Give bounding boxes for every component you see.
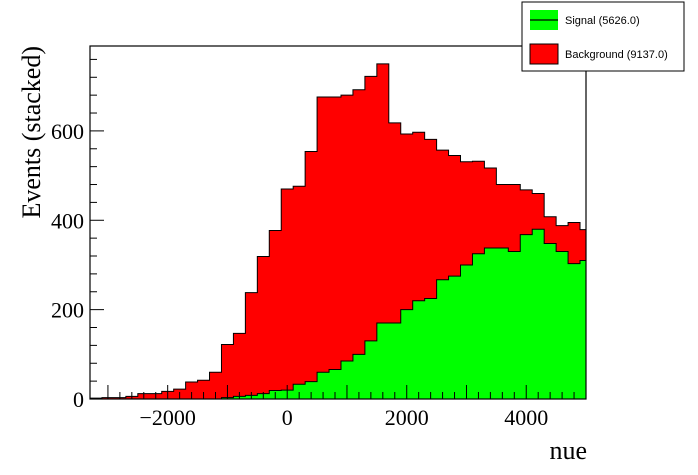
signal-area [90,229,586,399]
background-area [90,63,586,400]
y-tick-label: 600 [51,119,84,144]
x-tick-label: 2000 [385,405,429,430]
y-tick-label: 200 [51,298,84,323]
x-axis-title: nue [549,436,587,465]
legend-signal-label: Signal (5626.0) [565,15,640,27]
legend-background-swatch [529,43,559,65]
signal-outline [90,228,586,400]
y-tick-label: 0 [73,387,84,412]
legend-background-label: Background (9137.0) [565,49,668,61]
plot-frame [89,45,587,400]
stacked-histogram [90,63,586,400]
x-tick-label: 0 [282,405,293,430]
x-tick-label: −2000 [139,405,195,430]
x-axis: −2000 0 2000 4000 [107,385,587,430]
y-axis: 0 200 400 600 [51,58,104,412]
legend: Signal (5626.0) Background (9137.0) [521,1,685,72]
x-tick-label: 4000 [504,405,548,430]
y-tick-label: 400 [51,208,84,233]
y-axis-title: Events (stacked) [17,46,46,219]
total-outline [90,63,586,399]
